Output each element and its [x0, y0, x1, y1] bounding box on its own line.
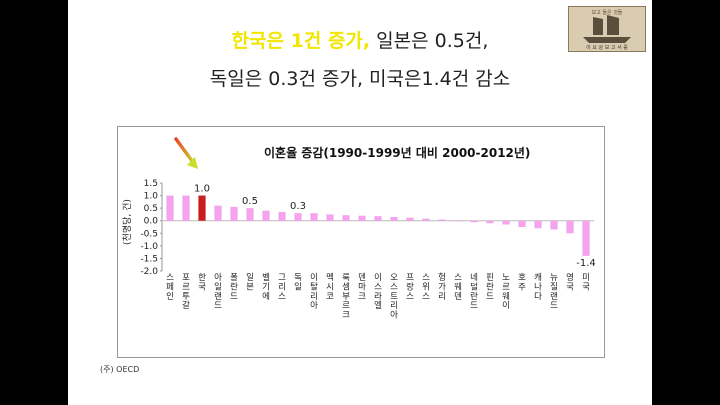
y-tick-label: -1.5 — [140, 254, 158, 264]
bar-2 — [182, 195, 190, 221]
bar-6 — [246, 208, 254, 221]
bar-20 — [470, 220, 478, 223]
bar-24 — [534, 220, 542, 229]
y-tick-label: -1.0 — [140, 242, 158, 252]
bar-22 — [502, 220, 510, 225]
bar-3 — [198, 195, 206, 221]
bar-13 — [358, 215, 366, 221]
headline-highlight: 한국은 1건 증가, — [231, 30, 371, 52]
x-axis-labels: 스 페 인 포 르 투 갈 한 국 아 일 랜 드 폴 란 드 일 본 벨 기 에 그 리 스 독 일 이 탈 리 아 멕 시 코 룩 셈 부 르 크 덴 마… — [166, 272, 590, 321]
headline-line-1: 한국은 1건 증가, 일본은 0.5건, — [68, 26, 652, 53]
chart-title: 이혼율 증감(1990-1999년 대비 2000-2012년) — [264, 145, 530, 160]
bar-8 — [278, 211, 286, 221]
bar-27 — [582, 220, 590, 256]
headline-line-2: 독일은 0.3건 증가, 미국은1.4건 감소 — [209, 68, 511, 90]
y-tick-label: 0.5 — [144, 204, 158, 214]
data-label: 0.5 — [242, 196, 258, 207]
bar-17 — [422, 218, 430, 221]
headline-rest: 일본은 0.5건, — [370, 30, 489, 52]
bar-23 — [518, 220, 526, 227]
y-tick-label: 1.5 — [144, 179, 158, 189]
source-note: (주) OECD — [100, 365, 140, 374]
arrow-icon — [174, 137, 198, 169]
logo-image: 보고 들은 것들 이 요 상 보 고 서 를 — [568, 6, 646, 52]
data-label: 0.3 — [290, 201, 306, 212]
bar-7 — [262, 210, 270, 221]
slide: 한국은 1건 증가, 일본은 0.5건, 독일은 0.3건 증가, 미국은1.4… — [68, 0, 652, 405]
y-tick-label: -0.5 — [140, 229, 158, 239]
bar-11 — [326, 214, 334, 221]
bars — [166, 195, 590, 256]
data-label: -1.4 — [576, 258, 596, 269]
y-tick-label: 1.0 — [144, 192, 159, 202]
bar-16 — [406, 217, 414, 221]
bar-14 — [374, 216, 382, 221]
data-labels: 1.0 0.5 0.3 -1.4 — [194, 184, 596, 269]
bar-12 — [342, 215, 350, 221]
bar-9 — [294, 213, 302, 221]
logo-bottom-text: 이 요 상 보 고 서 를 — [586, 44, 628, 51]
bar-10 — [310, 213, 318, 221]
chart-container: 이혼율 증감(1990-1999년 대비 2000-2012년) (천명당, 건… — [117, 126, 605, 358]
y-axis-label: (천명당, 건) — [122, 199, 133, 245]
bar-21 — [486, 220, 494, 224]
logo-top-text: 보고 들은 것들 — [592, 9, 623, 16]
bar-25 — [550, 220, 558, 230]
bar-1 — [166, 195, 174, 221]
bar-18 — [438, 219, 446, 221]
bar-4 — [214, 205, 222, 221]
bar-5 — [230, 206, 238, 221]
y-tick-label: -2.0 — [140, 267, 158, 277]
bar-19 — [454, 220, 462, 222]
ship-icon — [583, 15, 631, 43]
logo-drawing: 보고 들은 것들 이 요 상 보 고 서 를 — [583, 9, 631, 51]
bar-chart: 이혼율 증감(1990-1999년 대비 2000-2012년) (천명당, 건… — [122, 137, 596, 321]
y-tick-label: 0.0 — [144, 217, 159, 227]
y-axis-ticks: 1.5 1.0 0.5 0.0 -0.5 -1.0 -1.5 -2.0 — [140, 179, 162, 277]
bar-26 — [566, 220, 574, 234]
data-label: 1.0 — [194, 184, 210, 195]
bar-15 — [390, 216, 398, 221]
